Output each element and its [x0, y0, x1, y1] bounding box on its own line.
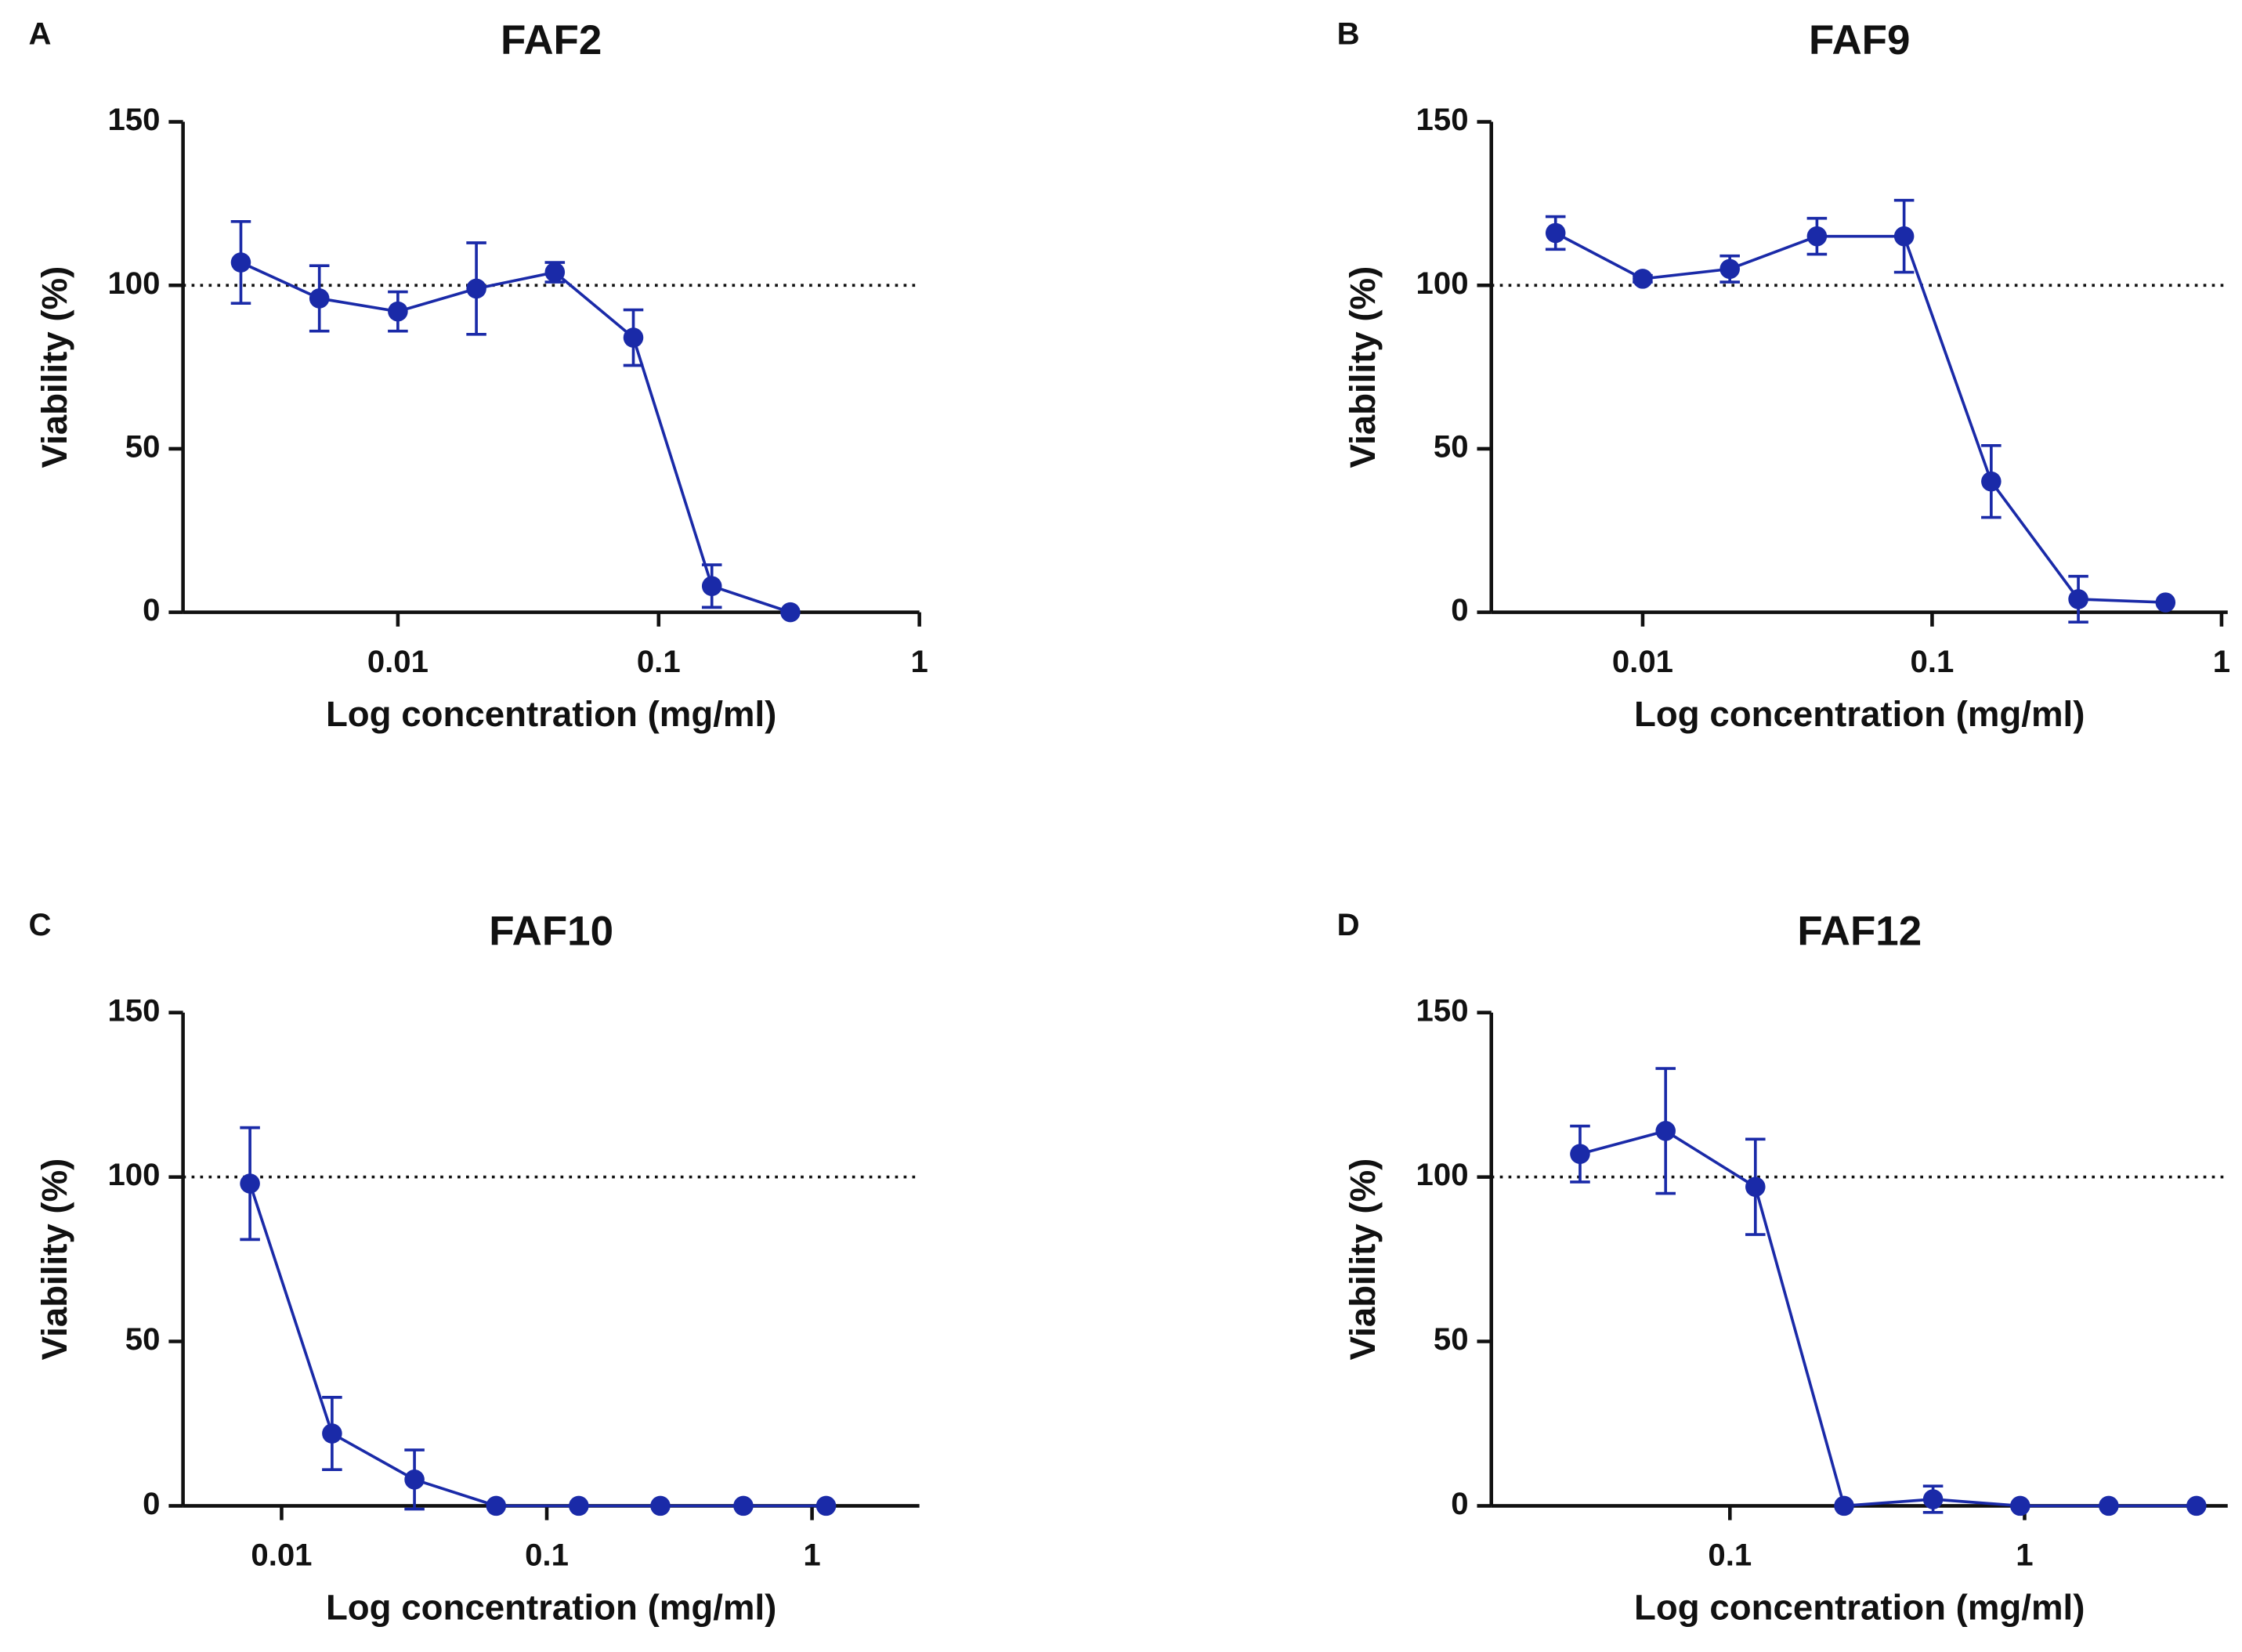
- data-point: [701, 576, 722, 597]
- data-point: [733, 1495, 754, 1516]
- data-point: [1893, 226, 1915, 247]
- data-point: [388, 301, 408, 322]
- panel: B FAF9 Log concentration (mg/ml) Viability …: [1337, 16, 2230, 734]
- y-tick-label: 150: [107, 102, 160, 137]
- y-axis-label: Viability (%): [1343, 266, 1383, 468]
- x-tick-label: 0.1: [1911, 644, 1955, 679]
- panel-letter: A: [29, 16, 52, 52]
- y-tick-label: 150: [107, 992, 160, 1028]
- y-tick-label: 50: [1434, 1321, 1469, 1357]
- x-tick-label: 0.01: [251, 1538, 312, 1573]
- data-point: [1981, 471, 2002, 492]
- x-tick-label: 0.1: [1708, 1538, 1752, 1573]
- x-tick-label: 1: [2016, 1538, 2033, 1573]
- chart-title: FAF10: [489, 908, 613, 954]
- data-point: [309, 288, 330, 309]
- y-tick-label: 0: [1451, 1486, 1468, 1521]
- data-point: [486, 1495, 507, 1516]
- data-point: [322, 1423, 342, 1444]
- x-tick-label: 0.01: [367, 644, 429, 679]
- data-point: [780, 602, 801, 623]
- y-tick-label: 50: [1434, 429, 1469, 465]
- x-axis-label: Log concentration (mg/ml): [1634, 694, 2085, 734]
- data-line: [1579, 1129, 2197, 1508]
- x-tick-label: 1: [2213, 644, 2230, 679]
- data-point: [623, 327, 644, 348]
- data-point: [2186, 1495, 2207, 1516]
- data-point: [1806, 226, 1828, 247]
- y-tick-label: 100: [1416, 266, 1469, 301]
- y-axis-label: Viability (%): [1343, 1159, 1383, 1361]
- y-tick-label: 50: [125, 1321, 161, 1357]
- data-point: [404, 1469, 425, 1490]
- y-tick-label: 0: [143, 592, 160, 627]
- data-point: [2099, 1495, 2119, 1516]
- x-tick-label: 0.1: [525, 1538, 569, 1573]
- data-point: [544, 262, 566, 283]
- data-point: [1745, 1177, 1766, 1197]
- data-point: [1545, 222, 1566, 244]
- x-tick-label: 1: [803, 1538, 820, 1573]
- data-point: [2068, 589, 2088, 609]
- data-point: [466, 278, 486, 299]
- data-point: [815, 1495, 837, 1516]
- x-tick-label: 0.01: [1612, 644, 1673, 679]
- y-axis-label: Viability (%): [34, 266, 74, 468]
- x-tick-label: 1: [910, 644, 928, 679]
- panel: A FAF2 Log concentration (mg/ml) Viability …: [29, 16, 928, 734]
- data-point: [230, 252, 251, 273]
- y-tick-label: 100: [107, 1157, 160, 1192]
- data-point: [1655, 1121, 1676, 1141]
- x-axis-label: Log concentration (mg/ml): [1634, 1588, 2085, 1628]
- data-point: [1570, 1144, 1590, 1164]
- y-tick-label: 100: [1416, 1157, 1469, 1192]
- panel-letter: D: [1337, 907, 1360, 942]
- data-point: [1834, 1495, 1854, 1516]
- data-line: [1554, 231, 2166, 604]
- data-point: [2155, 592, 2176, 613]
- data-point: [1719, 258, 1740, 280]
- data-line: [248, 1183, 826, 1508]
- x-tick-label: 0.1: [637, 644, 681, 679]
- panel-letter: B: [1337, 16, 1360, 52]
- data-point: [650, 1495, 671, 1516]
- panel: C FAF10 Log concentration (mg/ml) Viability…: [29, 907, 920, 1628]
- y-tick-label: 150: [1416, 102, 1469, 137]
- y-tick-label: 50: [125, 429, 161, 465]
- data-point: [2010, 1495, 2030, 1516]
- data-point: [240, 1173, 260, 1194]
- data-point: [1633, 269, 1653, 289]
- y-tick-label: 100: [107, 266, 160, 301]
- panel: D FAF12 Log concentration (mg/ml) Viability…: [1337, 907, 2228, 1628]
- panel-letter: C: [29, 907, 52, 942]
- chart-title: FAF2: [501, 17, 602, 63]
- data-point: [1922, 1489, 1944, 1509]
- chart-title: FAF12: [1797, 908, 1922, 954]
- y-axis-label: Viability (%): [34, 1159, 74, 1361]
- x-axis-label: Log concentration (mg/ml): [326, 694, 776, 734]
- y-tick-label: 0: [1451, 592, 1468, 627]
- data-line: [240, 261, 791, 614]
- x-axis-label: Log concentration (mg/ml): [326, 1588, 776, 1628]
- chart-title: FAF9: [1809, 17, 1910, 63]
- y-tick-label: 150: [1416, 992, 1469, 1028]
- data-point: [569, 1495, 589, 1516]
- y-tick-label: 0: [143, 1486, 160, 1521]
